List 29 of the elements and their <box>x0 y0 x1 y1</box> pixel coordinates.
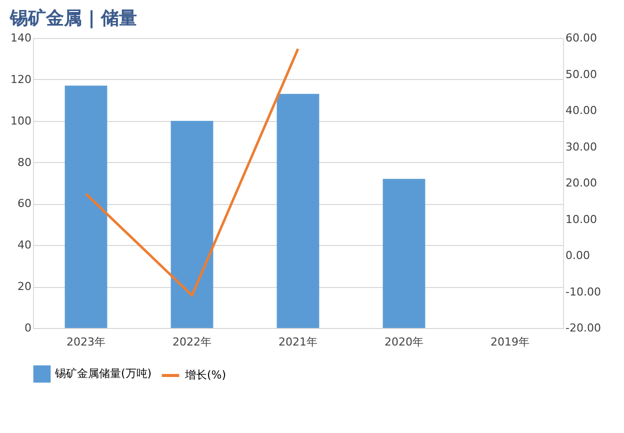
x-tick-label: 2021年 <box>278 336 318 348</box>
y-tick-label: 40 <box>18 238 32 252</box>
legend-label: 锡矿金属储量(万吨) <box>54 367 152 380</box>
bar <box>170 120 214 328</box>
bar <box>64 86 108 328</box>
y-tick-label: 80 <box>18 156 32 169</box>
y-tick-label: 20 <box>18 280 32 294</box>
y2-tick-label: -20.00 <box>566 322 601 334</box>
bar <box>382 178 426 328</box>
y2-tick-label: 20.00 <box>566 176 597 190</box>
x-tick-label: 2019年 <box>490 336 530 348</box>
y2-tick-label: -10.00 <box>566 285 601 298</box>
y2-tick-label: 0.00 <box>566 249 590 262</box>
legend-label: 增长(%) <box>184 368 226 382</box>
y2-tick-label: 40.00 <box>566 104 597 117</box>
y2-tick-label: 30.00 <box>566 140 597 154</box>
bar <box>276 94 320 328</box>
y2-tick-label: 60.00 <box>566 32 597 44</box>
y2-tick-label: 50.00 <box>566 68 597 81</box>
y-tick-label: 140 <box>10 32 32 44</box>
y-tick-label: 60 <box>18 197 32 210</box>
y-tick-label: 100 <box>10 114 32 128</box>
x-tick-label: 2022年 <box>172 336 212 348</box>
chart-title: 锡矿金属 | 储量 <box>9 8 138 29</box>
y-tick-label: 120 <box>10 72 32 86</box>
y2-tick-label: 10.00 <box>566 212 597 226</box>
x-tick-label: 2023年 <box>66 336 106 348</box>
x-tick-label: 2020年 <box>384 336 424 348</box>
y-tick-label: 0 <box>24 322 32 334</box>
